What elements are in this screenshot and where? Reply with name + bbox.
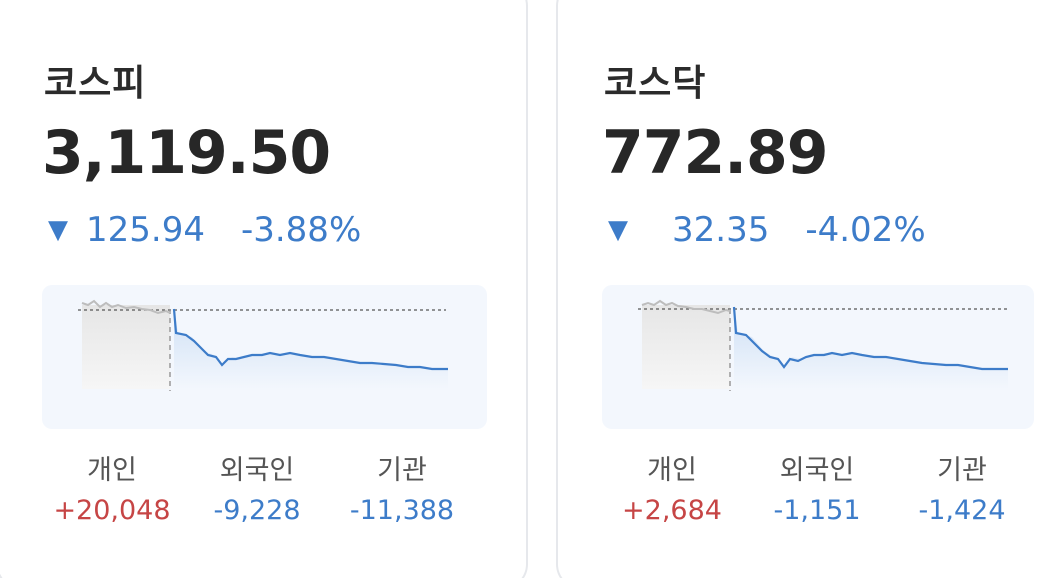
intraday-chart [42, 285, 487, 429]
down-triangle-icon: ▼ [48, 215, 68, 245]
investor-value: +2,684 [622, 495, 722, 526]
investor-value: -1,151 [773, 495, 861, 526]
kospi-card[interactable]: 코스피 3,119.50 ▼ 125.94 -3.88% [0, 0, 528, 578]
session-area [734, 309, 1008, 389]
index-price: 772.89 [602, 118, 829, 188]
change-percent: -4.02% [805, 210, 926, 250]
investor-individual: 개인 +20,048 [42, 448, 182, 526]
session-line [172, 308, 448, 371]
investor-value: -1,424 [918, 495, 1006, 526]
intraday-chart-svg [638, 299, 1008, 391]
intraday-chart-svg [78, 299, 448, 391]
session-line [732, 306, 1008, 371]
index-price: 3,119.50 [42, 118, 331, 188]
investor-foreign: 외국인 -1,151 [747, 448, 887, 526]
investor-flows: 개인 +20,048 외국인 -9,228 기관 -11,388 [42, 448, 472, 526]
investor-institution: 기관 -1,424 [892, 448, 1032, 526]
index-name: 코스피 [44, 63, 147, 104]
kosdaq-card[interactable]: 코스닥 772.89 ▼ 32.35 -4.02% [556, 0, 1053, 578]
down-triangle-icon: ▼ [608, 215, 628, 245]
prev-session-line [641, 299, 731, 315]
prev-session-area [82, 305, 170, 389]
investor-institution: 기관 -11,388 [332, 448, 472, 526]
investor-label: 개인 [647, 455, 697, 486]
change-amount: 125.94 [86, 210, 205, 250]
prev-session-area [642, 305, 730, 389]
prev-session-line [81, 299, 171, 315]
investor-label: 외국인 [779, 455, 855, 486]
investor-label: 기관 [377, 455, 427, 486]
investor-foreign: 외국인 -9,228 [187, 448, 327, 526]
investor-label: 외국인 [219, 455, 295, 486]
index-name: 코스닥 [604, 63, 707, 104]
change-row: ▼ 125.94 -3.88% [48, 210, 361, 250]
investor-value: +20,048 [53, 495, 171, 526]
intraday-chart [602, 285, 1034, 429]
investor-value: -9,228 [213, 495, 301, 526]
change-percent: -3.88% [240, 210, 362, 250]
session-area [174, 309, 448, 389]
investor-label: 기관 [937, 455, 987, 486]
change-amount: 32.35 [672, 210, 770, 250]
investor-value: -11,388 [349, 495, 455, 526]
investor-individual: 개인 +2,684 [602, 448, 742, 526]
change-row: ▼ 32.35 -4.02% [608, 210, 926, 250]
investor-label: 개인 [87, 455, 137, 486]
investor-flows: 개인 +2,684 외국인 -1,151 기관 -1,424 [602, 448, 1032, 526]
